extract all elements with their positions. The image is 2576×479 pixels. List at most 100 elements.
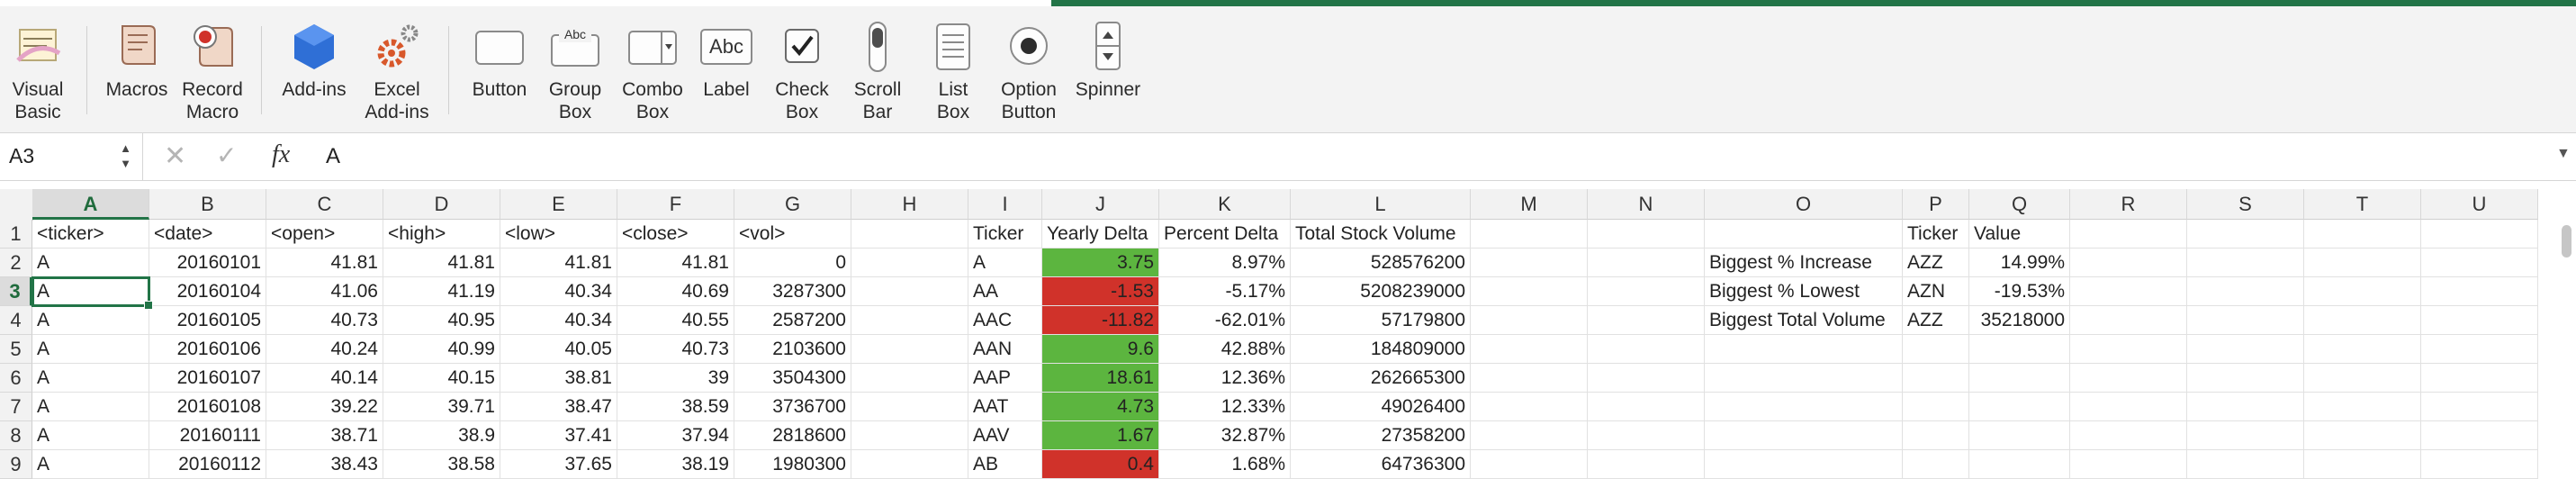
column-header-j[interactable]: J (1042, 189, 1159, 220)
macros-button[interactable]: Macros (101, 19, 173, 101)
cell-j3[interactable]: -1.53 (1042, 277, 1159, 306)
column-header-o[interactable]: O (1705, 189, 1903, 220)
cell-i4[interactable]: AAC (968, 306, 1042, 335)
cell-k8[interactable]: 32.87% (1159, 421, 1291, 450)
cell-f9[interactable]: 38.19 (617, 450, 734, 479)
cell-c8[interactable]: 38.71 (266, 421, 383, 450)
option-button-control[interactable]: Option Button (992, 19, 1066, 123)
column-header-g[interactable]: G (734, 189, 851, 220)
cell-o4[interactable]: Biggest Total Volume (1705, 306, 1903, 335)
cell-a7[interactable]: A (32, 393, 149, 421)
cell-k5[interactable]: 42.88% (1159, 335, 1291, 364)
cell-e7[interactable]: 38.47 (500, 393, 617, 421)
cell-i6[interactable]: AAP (968, 364, 1042, 393)
column-header-l[interactable]: L (1291, 189, 1471, 220)
cell-f4[interactable]: 40.55 (617, 306, 734, 335)
cell-t8[interactable] (2304, 421, 2421, 450)
cell-t6[interactable] (2304, 364, 2421, 393)
cell-d3[interactable]: 41.19 (383, 277, 500, 306)
cell-g7[interactable]: 3736700 (734, 393, 851, 421)
cell-l3[interactable]: 5208239000 (1291, 277, 1471, 306)
column-header-b[interactable]: B (149, 189, 266, 220)
column-header-h[interactable]: H (851, 189, 968, 220)
cell-u7[interactable] (2421, 393, 2538, 421)
cell-i1[interactable]: Ticker (968, 220, 1042, 249)
cell-e4[interactable]: 40.34 (500, 306, 617, 335)
formula-input[interactable]: A (326, 144, 341, 168)
excel-add-ins-button[interactable]: Excel Add-ins (358, 19, 436, 123)
cell-o8[interactable] (1705, 421, 1903, 450)
cell-r7[interactable] (2070, 393, 2187, 421)
insert-function-icon[interactable]: fx (272, 140, 291, 168)
row-header-3[interactable]: 3 (0, 277, 32, 306)
cell-a5[interactable]: A (32, 335, 149, 364)
cell-t1[interactable] (2304, 220, 2421, 249)
cell-a6[interactable]: A (32, 364, 149, 393)
cell-i9[interactable]: AB (968, 450, 1042, 479)
cell-b7[interactable]: 20160108 (149, 393, 266, 421)
cell-o6[interactable] (1705, 364, 1903, 393)
cell-j8[interactable]: 1.67 (1042, 421, 1159, 450)
cell-g9[interactable]: 1980300 (734, 450, 851, 479)
cell-p1[interactable]: Ticker (1903, 220, 1969, 249)
column-header-k[interactable]: K (1159, 189, 1291, 220)
cell-f2[interactable]: 41.81 (617, 249, 734, 277)
cell-b3[interactable]: 20160104 (149, 277, 266, 306)
cell-j4[interactable]: -11.82 (1042, 306, 1159, 335)
column-header-t[interactable]: T (2304, 189, 2421, 220)
cell-j1[interactable]: Yearly Delta (1042, 220, 1159, 249)
cell-q3[interactable]: -19.53% (1969, 277, 2070, 306)
cell-j6[interactable]: 18.61 (1042, 364, 1159, 393)
cell-n1[interactable] (1588, 220, 1705, 249)
column-header-i[interactable]: I (968, 189, 1042, 220)
cell-h5[interactable] (851, 335, 968, 364)
cell-b1[interactable]: <date> (149, 220, 266, 249)
cell-s6[interactable] (2187, 364, 2304, 393)
cell-c3[interactable]: 41.06 (266, 277, 383, 306)
cell-a4[interactable]: A (32, 306, 149, 335)
cell-b5[interactable]: 20160106 (149, 335, 266, 364)
cell-e2[interactable]: 41.81 (500, 249, 617, 277)
cell-r8[interactable] (2070, 421, 2187, 450)
cell-c6[interactable]: 40.14 (266, 364, 383, 393)
cell-m6[interactable] (1471, 364, 1588, 393)
column-header-f[interactable]: F (617, 189, 734, 220)
cell-s1[interactable] (2187, 220, 2304, 249)
cell-e8[interactable]: 37.41 (500, 421, 617, 450)
cell-l2[interactable]: 528576200 (1291, 249, 1471, 277)
row-header-5[interactable]: 5 (0, 335, 32, 364)
cell-p7[interactable] (1903, 393, 1969, 421)
cell-t2[interactable] (2304, 249, 2421, 277)
row-header-9[interactable]: 9 (0, 450, 32, 479)
cell-h1[interactable] (851, 220, 968, 249)
cell-c2[interactable]: 41.81 (266, 249, 383, 277)
cell-k3[interactable]: -5.17% (1159, 277, 1291, 306)
cell-r9[interactable] (2070, 450, 2187, 479)
cell-q5[interactable] (1969, 335, 2070, 364)
cell-o9[interactable] (1705, 450, 1903, 479)
cell-l8[interactable]: 27358200 (1291, 421, 1471, 450)
record-macro-button[interactable]: Record Macro (176, 19, 248, 123)
cell-k6[interactable]: 12.36% (1159, 364, 1291, 393)
cell-r6[interactable] (2070, 364, 2187, 393)
column-header-s[interactable]: S (2187, 189, 2304, 220)
cell-m8[interactable] (1471, 421, 1588, 450)
cell-b4[interactable]: 20160105 (149, 306, 266, 335)
column-header-r[interactable]: R (2070, 189, 2187, 220)
cell-t7[interactable] (2304, 393, 2421, 421)
cell-a8[interactable]: A (32, 421, 149, 450)
cell-d2[interactable]: 41.81 (383, 249, 500, 277)
cell-p8[interactable] (1903, 421, 1969, 450)
cell-o3[interactable]: Biggest % Lowest (1705, 277, 1903, 306)
cell-h9[interactable] (851, 450, 968, 479)
cell-g5[interactable]: 2103600 (734, 335, 851, 364)
cell-l1[interactable]: Total Stock Volume (1291, 220, 1471, 249)
cell-r4[interactable] (2070, 306, 2187, 335)
cell-d7[interactable]: 39.71 (383, 393, 500, 421)
cell-h4[interactable] (851, 306, 968, 335)
cell-l4[interactable]: 57179800 (1291, 306, 1471, 335)
cell-m9[interactable] (1471, 450, 1588, 479)
add-ins-button[interactable]: Add-ins (275, 19, 353, 101)
cell-q4[interactable]: 35218000 (1969, 306, 2070, 335)
cell-u5[interactable] (2421, 335, 2538, 364)
